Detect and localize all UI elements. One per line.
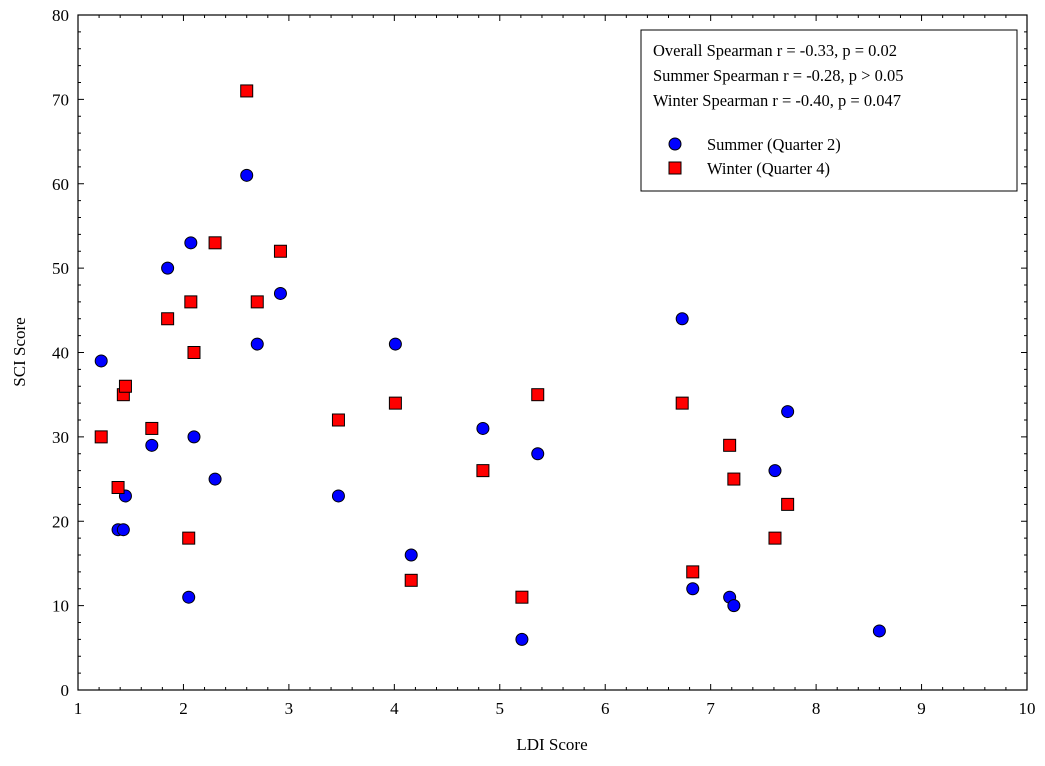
winter-data-point [331, 413, 345, 427]
summer-data-point [94, 354, 108, 368]
axis-tick-labels: 1 2 3 4 5 6 7 8 9 10 0 10 20 30 40 50 60 70 80 [52, 6, 1036, 718]
y-tick-label: 60 [52, 175, 69, 194]
winter-data-point [781, 497, 795, 511]
x-tick-label: 1 [74, 699, 83, 718]
summer-data-point [145, 438, 159, 452]
winter-data-point [240, 84, 254, 98]
winter-data-point [388, 396, 402, 410]
y-tick-label: 50 [52, 259, 69, 278]
legend-annotation-summer: Summer Spearman r = -0.28, p > 0.05 [653, 66, 904, 85]
summer-data-point [476, 421, 490, 435]
winter-data-point [182, 531, 196, 545]
x-tick-label: 2 [179, 699, 188, 718]
winter-data-point [118, 379, 132, 393]
winter-data-point [208, 236, 222, 250]
y-tick-label: 30 [52, 428, 69, 447]
summer-data-point [781, 405, 795, 419]
summer-data-point [515, 632, 529, 646]
winter-data-point [768, 531, 782, 545]
x-tick-label: 4 [390, 699, 399, 718]
legend-box [640, 29, 1018, 192]
y-tick-label: 20 [52, 512, 69, 531]
x-axis-label: LDI Score [516, 735, 587, 754]
summer-data-point [531, 447, 545, 461]
summer-data-point [161, 261, 175, 275]
y-tick-label: 80 [52, 6, 69, 25]
x-tick-label: 6 [601, 699, 610, 718]
summer-data-point [208, 472, 222, 486]
winter-data-point [250, 295, 264, 309]
summer-data-point [184, 236, 198, 250]
legend-annotation-winter: Winter Spearman r = -0.40, p = 0.047 [653, 91, 901, 110]
winter-data-point [675, 396, 689, 410]
winter-data-point [184, 295, 198, 309]
y-axis-label: SCI Score [10, 317, 29, 386]
summer-data-point [116, 523, 130, 537]
summer-data-point [675, 312, 689, 326]
winter-data-point [273, 244, 287, 258]
winter-data-point [515, 590, 529, 604]
summer-data-point [273, 286, 287, 300]
winter-data-point [404, 573, 418, 587]
legend-summer-marker [668, 137, 682, 151]
summer-data-point [187, 430, 201, 444]
x-tick-label: 5 [496, 699, 505, 718]
summer-data-point [388, 337, 402, 351]
summer-data-point [331, 489, 345, 503]
winter-data-point [161, 312, 175, 326]
winter-data-point [187, 346, 201, 359]
legend-winter-label: Winter (Quarter 4) [707, 159, 830, 178]
legend-summer-label: Summer (Quarter 2) [707, 135, 841, 154]
summer-data-point [250, 337, 264, 351]
legend-winter-marker [668, 161, 682, 175]
winter-data-point [111, 481, 125, 494]
axis-ticks [77, 14, 1028, 691]
winter-data-point [727, 472, 741, 486]
summer-data-point [686, 582, 700, 596]
x-tick-label: 9 [917, 699, 926, 718]
summer-data-point [404, 548, 418, 562]
x-tick-label: 7 [706, 699, 715, 718]
y-tick-label: 70 [52, 90, 69, 109]
winter-data-point [686, 565, 700, 579]
x-tick-label: 8 [812, 699, 821, 718]
data-points [94, 84, 886, 646]
x-tick-label: 3 [285, 699, 294, 718]
legend: Overall Spearman r = -0.33, p = 0.02 Sum… [640, 29, 1018, 192]
winter-data-point [476, 464, 490, 478]
summer-data-point [872, 624, 886, 638]
winter-data-point [723, 438, 737, 452]
y-tick-label: 10 [52, 597, 69, 616]
summer-data-point [182, 590, 196, 604]
legend-annotation-overall: Overall Spearman r = -0.33, p = 0.02 [653, 41, 897, 60]
y-tick-label: 40 [52, 344, 69, 363]
summer-data-point [727, 599, 741, 613]
winter-data-point [94, 430, 108, 444]
x-tick-label: 10 [1019, 699, 1036, 718]
summer-data-point [768, 464, 782, 478]
y-tick-label: 0 [61, 681, 70, 700]
summer-data-point [240, 168, 254, 182]
winter-data-point [531, 388, 545, 402]
winter-data-point [145, 421, 159, 435]
